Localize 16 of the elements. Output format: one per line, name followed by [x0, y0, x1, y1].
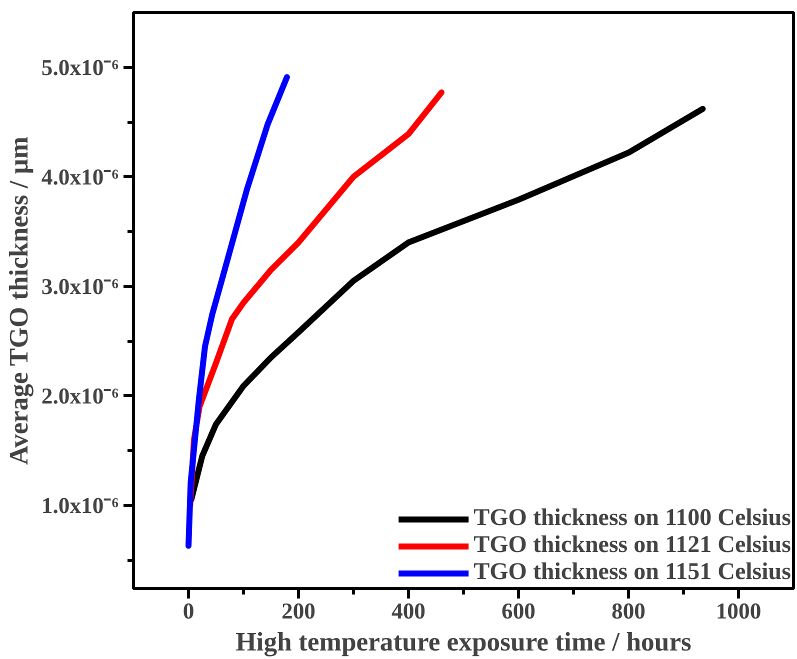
x-tick-label: 800	[612, 598, 646, 624]
y-tick-label: 1.0x10⁻⁶	[41, 492, 119, 518]
y-tick-label: 2.0x10⁻⁶	[41, 383, 119, 408]
y-axis-title: Average TGO thickness / µm	[3, 136, 34, 465]
legend-label: TGO thickness on 1121 Celsius	[474, 532, 791, 559]
x-tick-label: 600	[502, 598, 536, 624]
x-tick-label: 0	[182, 598, 194, 624]
x-axis-title: High temperature exposure time / hours	[236, 626, 692, 656]
legend-label: TGO thickness on 1151 Celsius	[474, 559, 791, 586]
x-tick-label: 400	[392, 598, 426, 624]
x-tick-label: 200	[282, 598, 316, 624]
y-tick-label: 4.0x10⁻⁶	[41, 164, 119, 190]
y-tick-label: 5.0x10⁻⁶	[41, 54, 119, 80]
x-tick-label: 1000	[716, 598, 762, 624]
y-tick-label: 3.0x10⁻⁶	[41, 274, 119, 299]
legend-label: TGO thickness on 1100 Celsius	[474, 505, 791, 532]
